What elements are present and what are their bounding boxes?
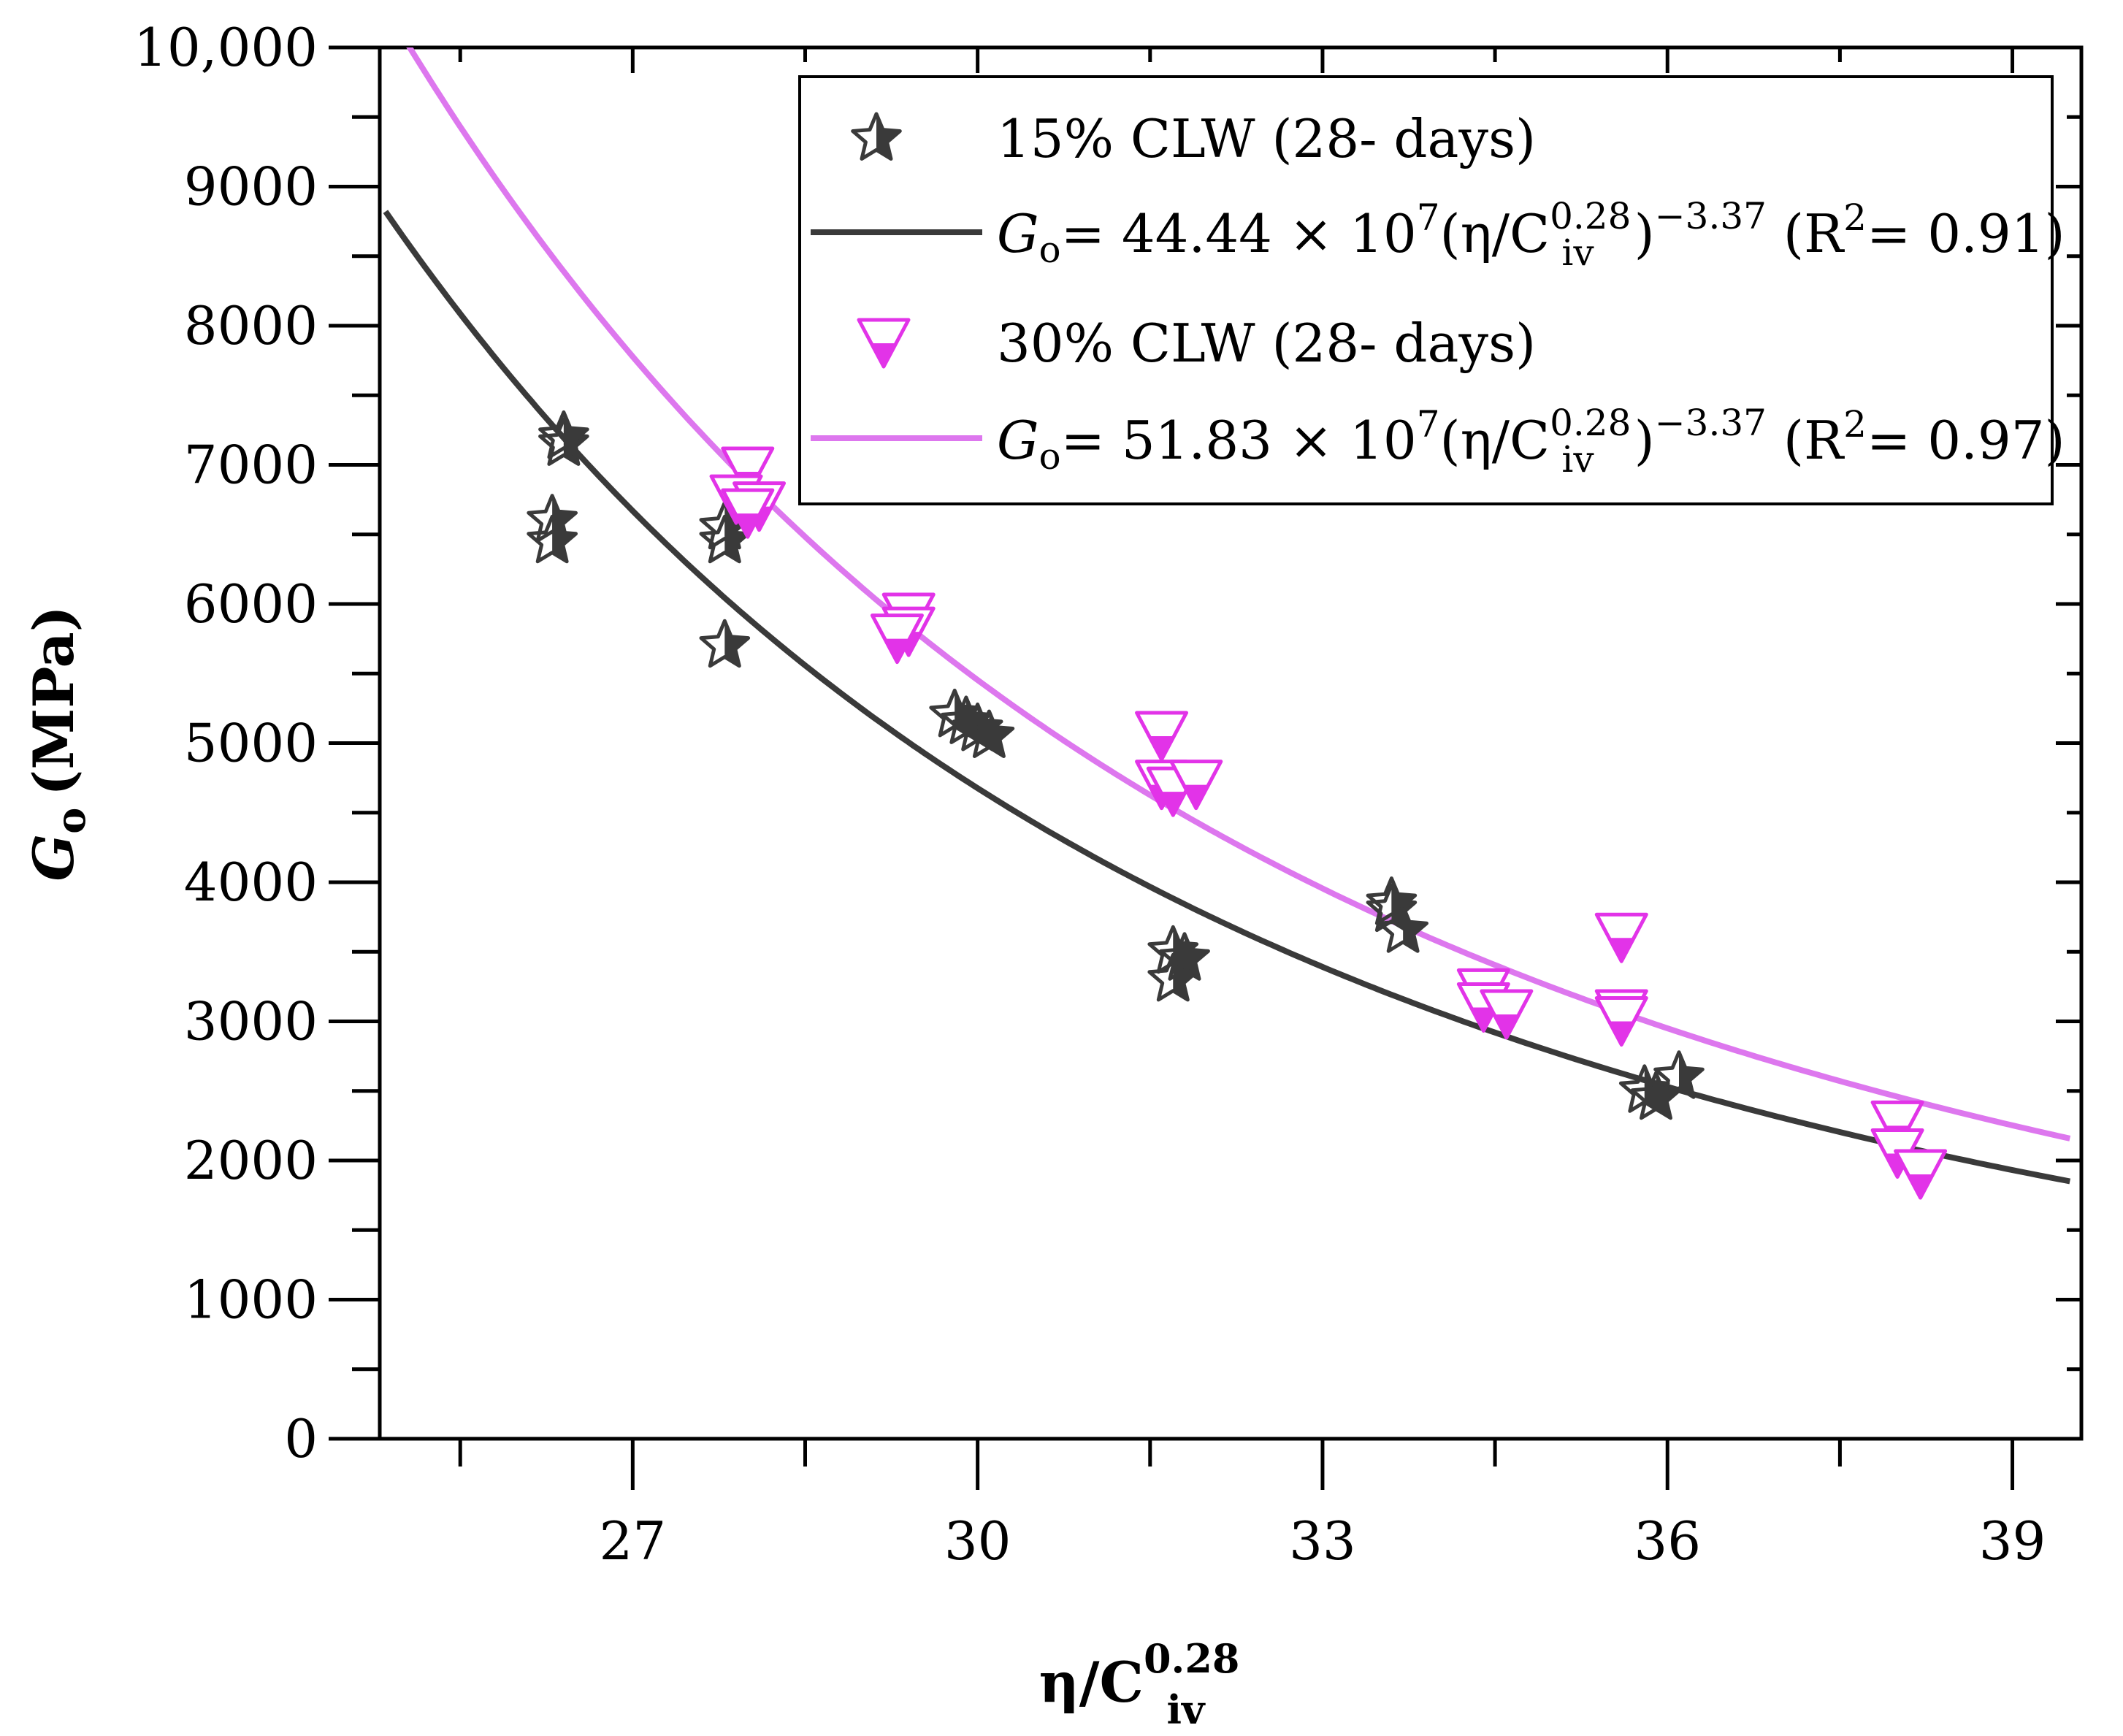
y-tick-label: 2000 [184,1130,318,1191]
data-points [527,410,1948,1200]
y-tick-label: 7000 [184,435,318,496]
x-tick-label: 39 [1979,1510,2046,1572]
y-tick-label: 3000 [184,991,318,1052]
triangle-fill [871,343,896,367]
axis-tick-labels: 0 1000 2000 3000 4000 5000 6000 7000 8000 9000 10,… [134,17,2046,1572]
data-point-30-clw [870,613,924,665]
data-point-30-clw [1480,989,1534,1040]
data-point-15-clw [1147,952,1199,1002]
y-tick-label: 6000 [184,573,318,635]
y-axis-title: Go(MPa) [21,605,94,881]
data-point-30-clw [721,488,775,539]
star-outline [527,494,578,543]
triangle-fill [1908,1174,1933,1198]
data-point-15-clw [1377,904,1428,953]
triangle-fill [1149,735,1174,760]
legend-triangle-marker [857,318,911,369]
data-point-30-clw [1169,760,1223,811]
x-tick-label: 30 [944,1510,1011,1572]
x-tick-label: 27 [600,1510,667,1572]
x-tick-label: 36 [1634,1510,1701,1572]
data-point-30-clw [1894,1149,1948,1200]
data-point-30-clw [1135,711,1189,762]
triangle-fill [1183,784,1209,808]
legend-label-fit-30: Go= 51.83 × 107(η/C0.28 iv)−3.37 (R2= 0.9… [997,402,2065,481]
fit-lines [383,47,2071,1185]
legend-label-15-clw: 15% CLW (28- days) [997,108,1536,169]
y-tick-label: 10,000 [134,17,318,78]
y-tick-label: 9000 [184,156,318,218]
x-tick-label: 33 [1289,1510,1356,1572]
y-tick-label: 4000 [184,852,318,913]
legend-star-symbol [851,112,902,161]
legend-box [798,75,2054,505]
triangle-fill [884,638,910,662]
legend-triangle-symbol [857,318,911,369]
data-point-15-clw [1653,1050,1705,1099]
triangle-fill [1471,1007,1496,1031]
triangle-fill [1609,938,1634,962]
data-point-30-clw [1594,912,1648,963]
legend-label-fit-15: Go= 44.44 × 107(η/C0.28 iv)−3.37 (R2= 0.9… [997,195,2065,274]
triangle-fill [735,513,760,538]
data-point-15-clw [699,619,751,668]
legend-label-30-clw: 30% CLW (28- days) [997,313,1536,374]
triangle-fill [1493,1014,1519,1038]
data-point-15-clw [963,709,1015,758]
triangle-fill [1609,1021,1634,1045]
y-tick-label: 0 [284,1408,318,1469]
legend-star-marker [851,112,902,161]
fit-curve-30-clw [406,47,2071,1142]
data-point-15-clw [527,514,578,564]
triangle-outline [1480,989,1534,1040]
y-tick-label: 5000 [184,713,318,774]
y-tick-label: 8000 [184,295,318,356]
triangle-outline [1135,711,1189,762]
data-point-15-clw [538,410,589,459]
triangle-fill [1160,792,1186,816]
x-axis-title: η/C0.28 iv [1038,1635,1239,1732]
legend: 15% CLW (28- days) Go= 44.44 × 107(η/C0.… [798,75,2065,505]
y-tick-label: 1000 [184,1269,318,1331]
data-point-15-clw [699,514,751,564]
data-point-30-clw [1594,996,1648,1047]
fit-curve-15-clw [383,210,2071,1185]
axis-ticks [329,45,2081,1490]
